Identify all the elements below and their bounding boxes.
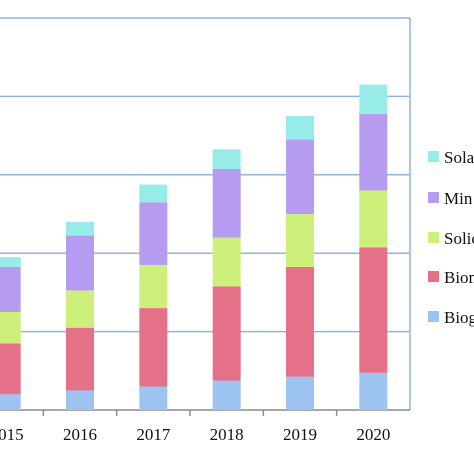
legend-label-solic: Solic xyxy=(444,229,474,248)
bar-2018-biog xyxy=(212,380,241,410)
bar-2019-solic xyxy=(286,214,314,267)
x-tick-label-2020: 2020 xyxy=(356,425,390,444)
bar-2018-solic xyxy=(212,237,241,287)
bar-2017-biog xyxy=(139,386,168,410)
bar-2019-biom xyxy=(286,266,314,377)
x-tick-label-2016: 2016 xyxy=(63,425,97,444)
bar-2019-sola xyxy=(286,116,314,140)
bars xyxy=(0,84,388,410)
legend-swatch-min xyxy=(428,192,439,203)
legend-swatch-biom xyxy=(428,271,439,282)
bar-2017-min xyxy=(139,202,168,265)
bar-2020-solic xyxy=(359,190,388,248)
bar-2020-min xyxy=(359,114,388,191)
bar-2015-biom xyxy=(0,343,21,395)
bar-2018-biom xyxy=(212,286,241,381)
bar-2015-min xyxy=(0,266,21,312)
bar-2017-solic xyxy=(139,264,168,309)
bar-2017-sola xyxy=(139,184,168,203)
bar-2018-sola xyxy=(212,149,241,169)
legend-label-sola: Sola xyxy=(444,148,474,167)
bar-2016-min xyxy=(66,235,94,291)
bar-2015-solic xyxy=(0,312,21,344)
legend-swatch-biog xyxy=(428,311,439,322)
bar-2020-biom xyxy=(359,247,388,373)
bar-2020-biog xyxy=(359,372,388,410)
bar-2016-sola xyxy=(66,221,94,236)
bar-2017-biom xyxy=(139,308,168,387)
x-tick-label-2019: 2019 xyxy=(283,425,317,444)
legend: Sola Min Solic Biom Biog xyxy=(428,148,474,327)
x-tick-label-2017: 2017 xyxy=(136,425,171,444)
bar-2019-min xyxy=(286,139,314,214)
bar-2019-biog xyxy=(286,376,314,410)
legend-label-min: Min xyxy=(444,189,473,208)
legend-label-biom: Biom xyxy=(444,268,474,287)
bar-2016-biom xyxy=(66,327,94,391)
grid-lines xyxy=(0,17,410,333)
bar-2016-solic xyxy=(66,290,94,328)
legend-label-biog: Biog xyxy=(444,308,474,327)
bar-2018-min xyxy=(212,168,241,238)
x-axis: 2015 2016 2017 2018 2019 2020 xyxy=(0,410,390,444)
bar-2015-biog xyxy=(0,394,21,410)
x-tick-label-2015: 2015 xyxy=(0,425,24,444)
legend-swatch-sola xyxy=(428,151,439,162)
legend-swatch-solic xyxy=(428,232,439,243)
bar-2016-biog xyxy=(66,390,94,410)
bar-2015-sola xyxy=(0,257,21,267)
bar-2020-sola xyxy=(359,84,388,115)
x-tick-label-2018: 2018 xyxy=(210,425,244,444)
